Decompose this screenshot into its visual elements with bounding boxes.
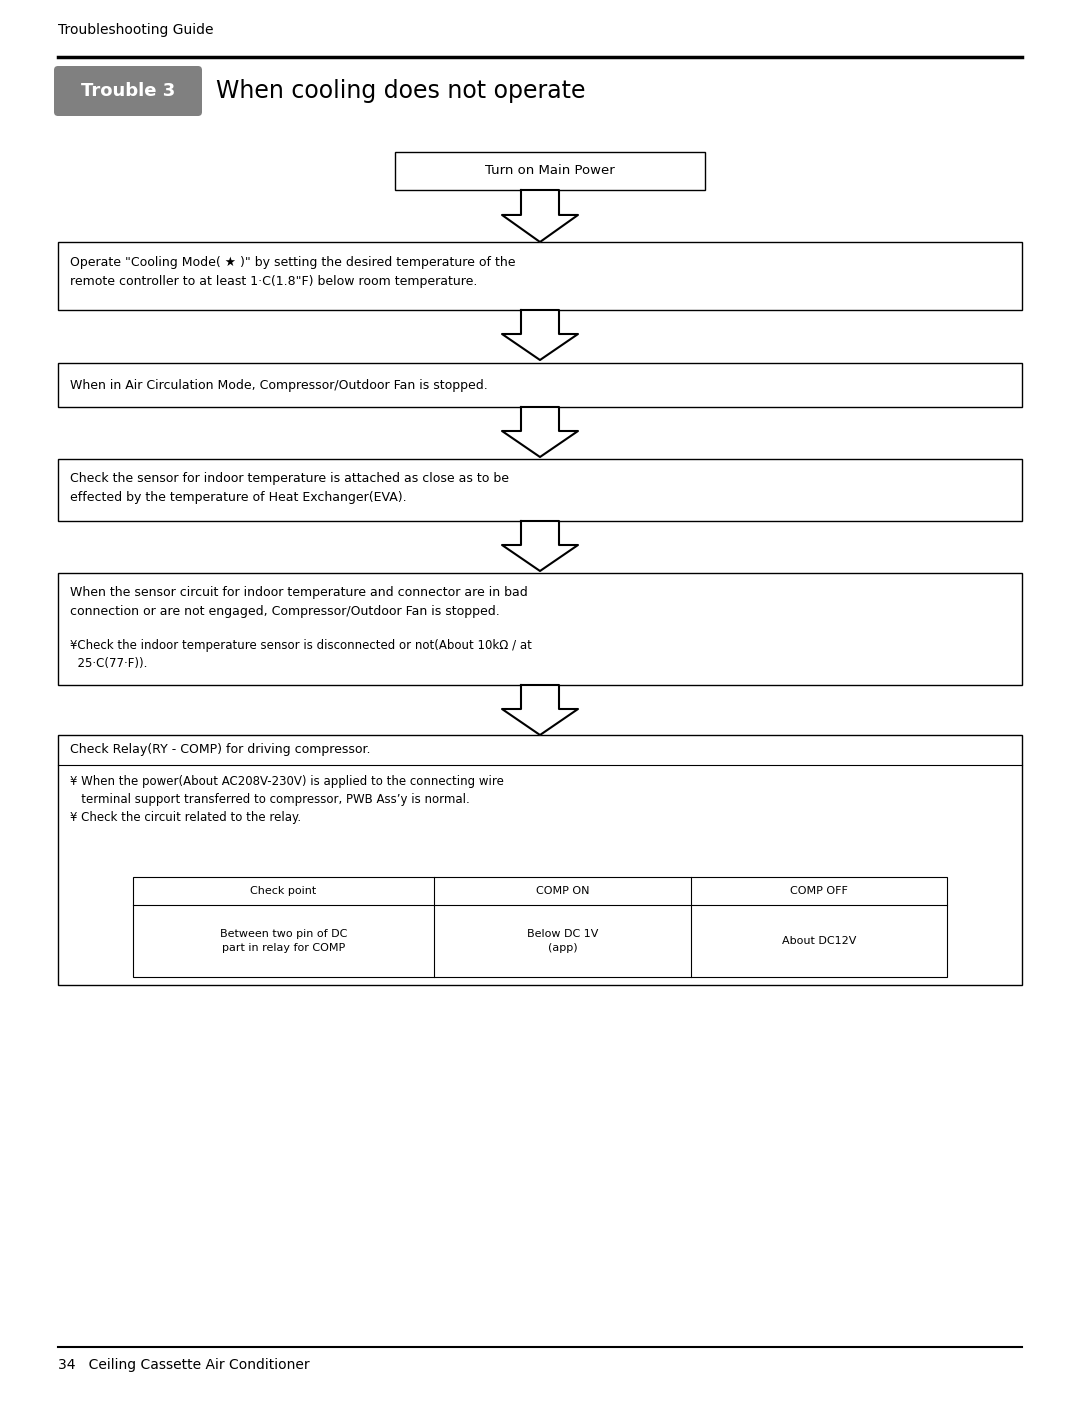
Text: Between two pin of DC
part in relay for COMP: Between two pin of DC part in relay for …: [220, 929, 348, 953]
Bar: [58, 735, 1022, 985]
Text: Check the sensor for indoor temperature is attached as close as to be
effected b: Check the sensor for indoor temperature …: [70, 472, 509, 503]
Bar: [133, 877, 947, 976]
Text: COMP OFF: COMP OFF: [789, 887, 848, 896]
Bar: [58, 459, 1022, 521]
Polygon shape: [502, 686, 578, 735]
FancyBboxPatch shape: [54, 66, 202, 117]
Polygon shape: [502, 407, 578, 457]
Text: When the sensor circuit for indoor temperature and connector are in bad
connecti: When the sensor circuit for indoor tempe…: [70, 586, 528, 618]
Text: Below DC 1V
(app): Below DC 1V (app): [527, 929, 598, 953]
Text: When in Air Circulation Mode, Compressor/Outdoor Fan is stopped.: When in Air Circulation Mode, Compressor…: [70, 378, 488, 392]
Text: COMP ON: COMP ON: [536, 887, 589, 896]
Text: About DC12V: About DC12V: [782, 936, 856, 946]
Bar: [58, 242, 1022, 311]
Text: Troubleshooting Guide: Troubleshooting Guide: [58, 22, 214, 37]
Polygon shape: [502, 521, 578, 570]
Text: ¥ When the power(About AC208V-230V) is applied to the connecting wire
   termina: ¥ When the power(About AC208V-230V) is a…: [70, 776, 504, 823]
Text: Operate "Cooling Mode( ★ )" by setting the desired temperature of the
remote con: Operate "Cooling Mode( ★ )" by setting t…: [70, 256, 515, 288]
Text: ¥Check the indoor temperature sensor is disconnected or not(About 10kΩ / at
  25: ¥Check the indoor temperature sensor is …: [70, 639, 531, 670]
Text: Check Relay(RY - COMP) for driving compressor.: Check Relay(RY - COMP) for driving compr…: [70, 743, 370, 756]
Bar: [58, 362, 1022, 407]
Polygon shape: [502, 311, 578, 360]
Bar: [395, 152, 705, 190]
Text: Check point: Check point: [251, 887, 316, 896]
Text: When cooling does not operate: When cooling does not operate: [216, 79, 585, 103]
Polygon shape: [502, 190, 578, 242]
Text: Turn on Main Power: Turn on Main Power: [485, 164, 615, 177]
Bar: [58, 573, 1022, 686]
Text: Trouble 3: Trouble 3: [81, 81, 175, 100]
Text: 34   Ceiling Cassette Air Conditioner: 34 Ceiling Cassette Air Conditioner: [58, 1359, 310, 1373]
